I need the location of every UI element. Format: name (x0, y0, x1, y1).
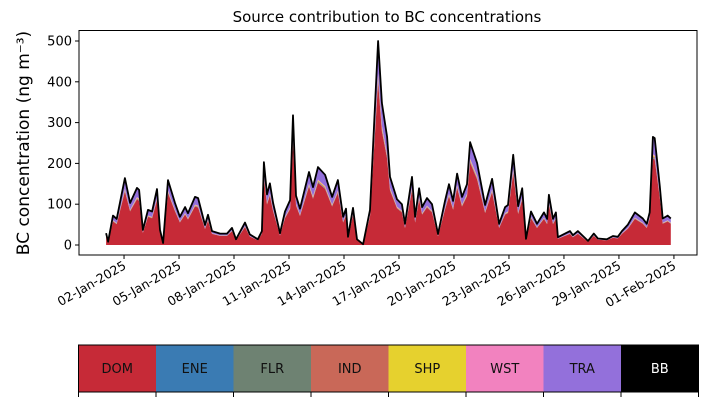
area-dom (106, 81, 671, 245)
legend-swatch-tra (543, 345, 622, 392)
y-axis-label: BC concentration (ng m⁻³) (14, 31, 34, 255)
legend-label: SHP (414, 362, 440, 377)
legend-label: ENE (182, 362, 208, 377)
legend-label: BB (651, 362, 669, 377)
legend-label: WST (490, 362, 519, 377)
legend-swatch-dom (78, 345, 157, 392)
legend-label: FLR (260, 362, 284, 377)
legend-swatch-ene (156, 345, 234, 392)
total-line-group (105, 40, 672, 246)
plot-frame (78, 30, 698, 256)
y-tick-label: 400 (47, 75, 72, 90)
stacked-areas (106, 41, 671, 245)
legend-label: DOM (102, 362, 133, 377)
x-axis: 02-Jan-202505-Jan-202508-Jan-202511-Jan-… (55, 255, 678, 310)
total-line (105, 40, 672, 246)
y-tick-label: 200 (47, 157, 72, 172)
y-tick-label: 100 (47, 198, 72, 213)
legend-label: IND (338, 362, 362, 377)
y-tick-label: 500 (47, 35, 72, 50)
legend-colorbar: DOM ENE FLR IND SHP WST TRA BB (78, 344, 699, 397)
legend-swatch-bb (621, 345, 699, 392)
legend-label: TRA (569, 362, 595, 377)
y-tick-label: 300 (47, 116, 72, 131)
legend-swatch-wst (466, 345, 544, 392)
legend-swatch-ind (311, 345, 389, 392)
chart-title: Source contribution to BC concentrations (233, 8, 542, 26)
y-tick-label: 0 (64, 239, 72, 254)
y-axis: 0 100 200 300 400 500 (47, 35, 79, 254)
legend-swatch-shp (388, 345, 467, 392)
legend-swatch-flr (233, 345, 312, 392)
